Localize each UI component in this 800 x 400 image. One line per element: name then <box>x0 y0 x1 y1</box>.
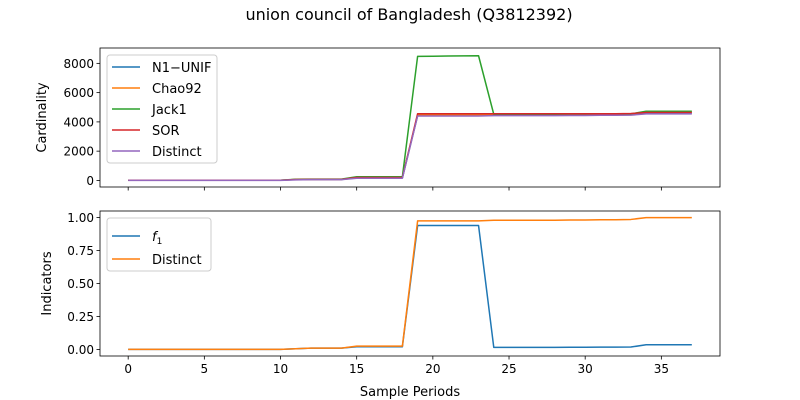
legend-box <box>106 217 212 272</box>
x-tick-label: 5 <box>201 362 209 376</box>
legend-label-3: SOR <box>152 124 180 139</box>
legend: f1 Distinct <box>106 217 212 272</box>
legend-label-4: Distinct <box>152 145 202 160</box>
y-tick-label: 4000 <box>63 115 94 129</box>
y-tick-label: 8000 <box>63 57 94 71</box>
x-tick-label: 35 <box>654 362 669 376</box>
y-tick-label: 6000 <box>63 86 94 100</box>
y-tick-label: 0 <box>86 174 94 188</box>
x-tick-label: 0 <box>124 362 132 376</box>
indicators-panel: 0 5 10 15 20 25 30 35 0.00 0.25 0.50 0.75 1.00 Indica… <box>40 210 721 400</box>
y-tick-label: 0.75 <box>67 244 94 258</box>
legend-label-0: N1−UNIF <box>152 61 211 76</box>
figure-title: union council of Bangladesh (Q3812392) <box>245 5 572 24</box>
axes-frame <box>99 47 721 188</box>
x-tick-label: 25 <box>501 362 516 376</box>
y-tick-label: 0.50 <box>67 277 94 291</box>
y-axis-label: Indicators <box>40 251 55 315</box>
cardinality-panel: 0 2000 4000 6000 8000 Cardinality N1−UNIF Chao9… <box>35 47 721 191</box>
x-tick-label: 10 <box>273 362 288 376</box>
x-tick-label: 15 <box>349 362 364 376</box>
legend-label-1: Chao92 <box>152 82 202 97</box>
x-tick-label: 30 <box>578 362 593 376</box>
y-tick-label: 0.00 <box>67 343 94 357</box>
series-line-4 <box>128 113 692 182</box>
y-tick-label: 1.00 <box>67 211 94 225</box>
legend-box <box>106 54 218 164</box>
legend-label-0: f1 <box>152 230 162 247</box>
x-tick-label: 20 <box>425 362 440 376</box>
y-tick-label: 0.25 <box>67 310 94 324</box>
y-tick-label: 2000 <box>63 145 94 159</box>
legend: N1−UNIF Chao92 Jack1 SOR Distinct <box>106 54 218 164</box>
y-axis-label: Cardinality <box>35 82 50 153</box>
legend-label-2: Jack1 <box>151 103 187 118</box>
x-axis-label: Sample Periods <box>360 385 460 400</box>
series-line-1 <box>128 216 692 351</box>
legend-label-1: Distinct <box>152 253 202 268</box>
